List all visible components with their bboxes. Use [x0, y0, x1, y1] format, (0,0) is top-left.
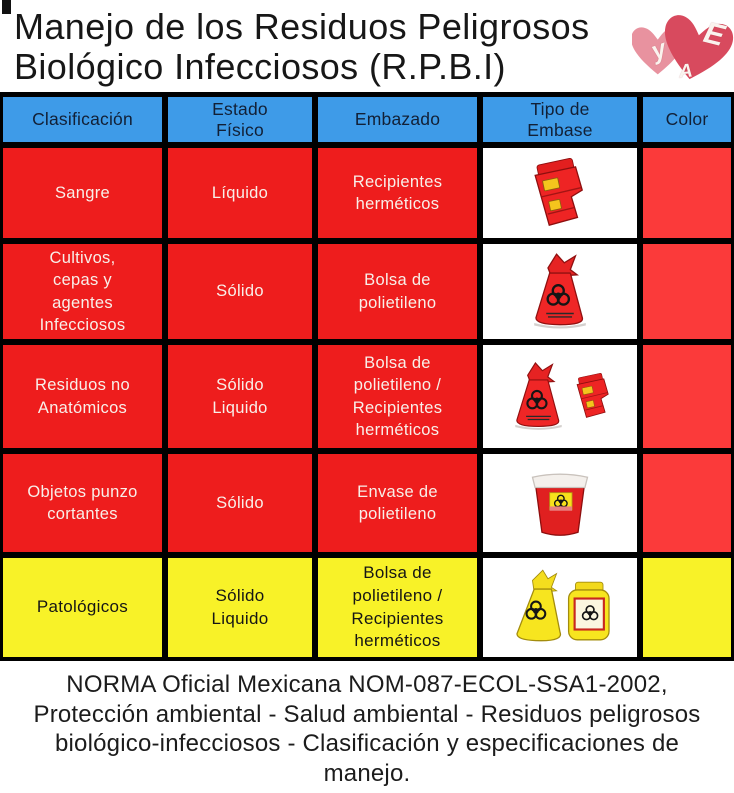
row4-embazado: Envase de polietileno — [318, 454, 477, 552]
row1-clasificacion: Sangre — [3, 148, 162, 238]
column-header-estado-fisico: Estado Físico — [168, 97, 312, 142]
norma-reference-text: NORMA Oficial Mexicana NOM-087-ECOL-SSA1… — [33, 671, 701, 787]
row2-embazado: Bolsa de polietileno — [318, 244, 477, 339]
page-title-line2: Biológico Infecciosos (R.P.B.I) — [14, 46, 506, 88]
yellow-bag-and-jar-image — [487, 565, 633, 651]
row5-embazado: Bolsa de polietileno / Recipientes hermé… — [318, 558, 477, 657]
row5-estado-fisico: Sólido Liquido — [168, 558, 312, 657]
column-header-tipo-de-embase: Tipo de Embase — [483, 97, 637, 142]
rpbi-table: Clasificación Estado Físico Embazado Tip… — [0, 92, 734, 661]
heart-logo: y A E — [631, 14, 734, 100]
author-credit: Enfermero Alex Santiago — [0, 788, 734, 793]
heart-logo-icon — [631, 15, 734, 80]
row5-color-swatch — [643, 558, 731, 657]
row4-embase-image-cell — [483, 454, 637, 552]
row5-clasificacion: Patológicos — [3, 558, 162, 657]
column-header-clasificacion: Clasificación — [3, 97, 162, 142]
red-biohazard-bag-image — [487, 249, 633, 335]
row1-embase-image-cell — [483, 148, 637, 238]
logo-letter-a: A — [677, 60, 694, 83]
row1-embazado: Recipientes herméticos — [318, 148, 477, 238]
page-header: Manejo de los Residuos Peligrosos Biológ… — [0, 0, 734, 92]
row3-embazado: Bolsa de polietileno / Recipientes hermé… — [318, 345, 477, 448]
column-header-embazado: Embazado — [318, 97, 477, 142]
red-bag-and-container-image — [487, 354, 633, 440]
row3-color-swatch — [643, 345, 731, 448]
row3-estado-fisico: Sólido Liquido — [168, 345, 312, 448]
red-hermetic-container-image — [487, 150, 633, 236]
row1-color-swatch — [643, 148, 731, 238]
row5-embase-image-cell — [483, 558, 637, 657]
row4-estado-fisico: Sólido — [168, 454, 312, 552]
row4-color-swatch — [643, 454, 731, 552]
row2-embase-image-cell — [483, 244, 637, 339]
row2-clasificacion: Cultivos, cepas y agentes Infecciosos — [3, 244, 162, 339]
page-title: Manejo de los Residuos Peligrosos Biológ… — [0, 0, 734, 88]
page-title-line1: Manejo de los Residuos Peligrosos — [14, 6, 590, 47]
column-header-color: Color — [643, 97, 731, 142]
page-footer: NORMA Oficial Mexicana NOM-087-ECOL-SSA1… — [0, 661, 734, 793]
row2-estado-fisico: Sólido — [168, 244, 312, 339]
row2-color-swatch — [643, 244, 731, 339]
row4-clasificacion: Objetos punzo cortantes — [3, 454, 162, 552]
row3-embase-image-cell — [483, 345, 637, 448]
row1-estado-fisico: Líquido — [168, 148, 312, 238]
row3-clasificacion: Residuos no Anatómicos — [3, 345, 162, 448]
corner-mark — [2, 0, 11, 14]
red-sharps-bin-white-lid-image — [487, 460, 633, 546]
